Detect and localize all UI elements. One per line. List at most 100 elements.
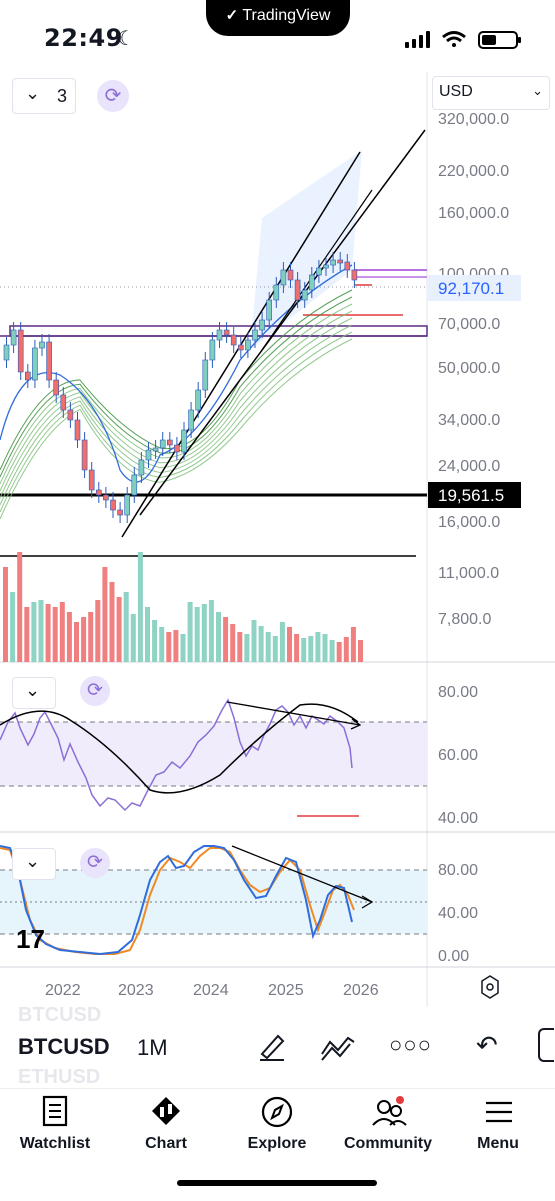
rsi-refresh-icon[interactable]: ⟳ <box>80 676 110 706</box>
volume-bar <box>137 552 143 662</box>
candle <box>60 394 67 411</box>
volume-bar <box>3 567 8 662</box>
interval-dropdown[interactable]: ⌄ 3 <box>12 78 76 114</box>
volume-bar <box>123 592 129 662</box>
tab-menu[interactable]: Menu <box>448 1093 548 1153</box>
volume-bar <box>287 627 292 662</box>
candle <box>117 509 123 516</box>
candles <box>3 252 358 523</box>
volume-bar <box>322 634 328 662</box>
volume-bar <box>294 634 300 662</box>
stoch-collapse-button[interactable]: ⌄ <box>12 848 56 880</box>
volume-bars <box>3 552 363 662</box>
volume-bar <box>166 632 172 662</box>
volume-bar <box>329 640 335 662</box>
volume-bar <box>216 612 221 662</box>
volume-bar <box>38 600 44 662</box>
battery-icon <box>478 31 521 49</box>
volume-bar <box>52 607 58 662</box>
price-axis-label: 16,000.0 <box>438 514 500 531</box>
ma-blue-line <box>0 264 353 483</box>
volume-bar <box>152 620 158 662</box>
trendline-lower <box>139 129 426 516</box>
tab-watchlist[interactable]: Watchlist <box>5 1093 105 1153</box>
tab-explore[interactable]: Explore <box>227 1093 327 1153</box>
volume-bar <box>95 600 101 662</box>
community-icon <box>372 1096 407 1126</box>
volume-bar <box>102 567 108 662</box>
volume-bar <box>66 612 72 662</box>
candle <box>330 259 336 266</box>
rsi-line <box>0 698 353 812</box>
candle <box>266 299 273 321</box>
ma-line <box>0 310 353 492</box>
candle <box>223 329 230 336</box>
candle <box>252 329 258 341</box>
refresh-icon[interactable]: ⟳ <box>97 80 129 112</box>
candle <box>32 347 38 381</box>
expand-icon[interactable] <box>538 1028 554 1062</box>
price-axis-label: 220,000.0 <box>438 163 509 180</box>
tab-bar: Watchlist Chart Explore Community Menu <box>0 1088 555 1201</box>
candle <box>287 269 294 281</box>
interval-count: 3 <box>57 86 68 106</box>
rsi-axis-label: 40.00 <box>438 810 478 827</box>
candle <box>138 459 145 476</box>
ma-line <box>0 324 353 506</box>
time-axis-label: 2023 <box>118 982 154 999</box>
rsi-collapse-button[interactable]: ⌄ <box>12 677 56 709</box>
undo-icon[interactable]: ↶ <box>476 1030 498 1060</box>
volume-bar <box>45 604 51 662</box>
candle <box>323 264 329 269</box>
signal-icon <box>405 31 430 48</box>
price-axis-label: 50,000.0 <box>438 360 500 377</box>
volume-bar <box>88 612 94 662</box>
interval-button[interactable]: 1M <box>137 1035 168 1060</box>
tradingview-watermark-icon: 17 <box>16 924 45 954</box>
volume-bar <box>272 636 278 662</box>
candle <box>181 429 187 453</box>
chevron-down-icon: ⌄ <box>532 83 543 98</box>
moon-icon: ☾ <box>117 28 135 50</box>
symbol-toolbar: BTCUSD BTCUSD ETHUSD 1M ○○○ ↶ <box>0 1004 555 1088</box>
candle <box>88 469 95 491</box>
tab-label-menu: Menu <box>477 1135 519 1152</box>
candle <box>17 329 24 373</box>
stoch-refresh-icon[interactable]: ⟳ <box>80 848 110 878</box>
stoch-axis-label: 40.00 <box>438 905 478 922</box>
compass-icon <box>261 1096 293 1128</box>
tab-label-chart: Chart <box>145 1135 187 1152</box>
symbol-button[interactable]: BTCUSD <box>18 1034 110 1059</box>
candle <box>24 371 31 381</box>
settings-hex-icon[interactable] <box>481 975 499 999</box>
candle <box>188 409 194 431</box>
volume-bar <box>258 626 264 662</box>
tab-label-community: Community <box>344 1135 432 1152</box>
volume-bar <box>109 582 115 662</box>
rsi-axis-label: 60.00 <box>438 747 478 764</box>
drawing-pen-icon[interactable] <box>256 1030 288 1062</box>
candle <box>216 329 223 341</box>
candle <box>159 439 166 449</box>
tab-community[interactable]: Community <box>338 1093 438 1153</box>
time-axis-label: 2025 <box>268 982 304 999</box>
tab-chart[interactable]: Chart <box>116 1093 216 1153</box>
volume-bar <box>251 620 257 662</box>
volume-bar <box>31 602 37 662</box>
candle <box>145 449 152 461</box>
volume-bar <box>159 627 165 662</box>
currency-select[interactable]: USD ⌄ <box>432 76 550 110</box>
volume-bar <box>301 638 307 662</box>
chevron-down-icon: ⌄ <box>25 851 41 871</box>
chart-area[interactable]: 320,000.0220,000.0160,000.0100,000.070,0… <box>0 72 555 1007</box>
last-price: 92,170.1 <box>438 279 504 298</box>
time-axis-label: 2022 <box>45 982 81 999</box>
volume-bar <box>74 622 79 662</box>
volume-bar <box>308 636 314 662</box>
volume-bar <box>59 602 65 662</box>
more-icon[interactable]: ○○○ <box>389 1032 432 1057</box>
tradingview-logo-icon: ✓ <box>225 7 239 24</box>
volume-bar <box>208 600 214 662</box>
volume-bar <box>17 552 23 662</box>
indicators-icon[interactable] <box>320 1032 356 1062</box>
